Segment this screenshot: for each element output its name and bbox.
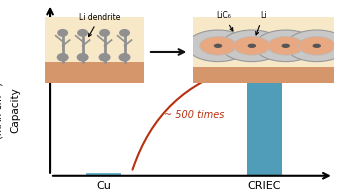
- Text: Li: Li: [256, 11, 266, 35]
- Text: ~ 500 times: ~ 500 times: [164, 110, 225, 120]
- Circle shape: [286, 30, 344, 62]
- Bar: [86, 173, 121, 176]
- Circle shape: [267, 36, 304, 55]
- Circle shape: [99, 29, 110, 37]
- Text: Li dendrite: Li dendrite: [79, 13, 120, 36]
- Circle shape: [57, 53, 69, 62]
- Circle shape: [248, 44, 256, 48]
- Circle shape: [119, 53, 130, 62]
- Bar: [247, 35, 281, 176]
- Circle shape: [299, 36, 335, 55]
- Text: (mAh cm⁻²): (mAh cm⁻²): [0, 82, 3, 139]
- Circle shape: [221, 30, 283, 62]
- Circle shape: [214, 44, 222, 48]
- Circle shape: [312, 44, 321, 48]
- FancyBboxPatch shape: [45, 62, 144, 83]
- Circle shape: [77, 53, 89, 62]
- Circle shape: [77, 29, 88, 37]
- Circle shape: [119, 29, 130, 37]
- FancyBboxPatch shape: [45, 17, 144, 62]
- Circle shape: [57, 29, 68, 37]
- FancyBboxPatch shape: [193, 67, 334, 83]
- FancyBboxPatch shape: [193, 17, 334, 67]
- Circle shape: [200, 36, 236, 55]
- Circle shape: [234, 36, 270, 55]
- Circle shape: [187, 30, 249, 62]
- Text: Capacity: Capacity: [11, 88, 21, 133]
- Circle shape: [255, 30, 317, 62]
- Text: LiC₆: LiC₆: [216, 11, 233, 31]
- Circle shape: [99, 53, 110, 62]
- Circle shape: [281, 44, 290, 48]
